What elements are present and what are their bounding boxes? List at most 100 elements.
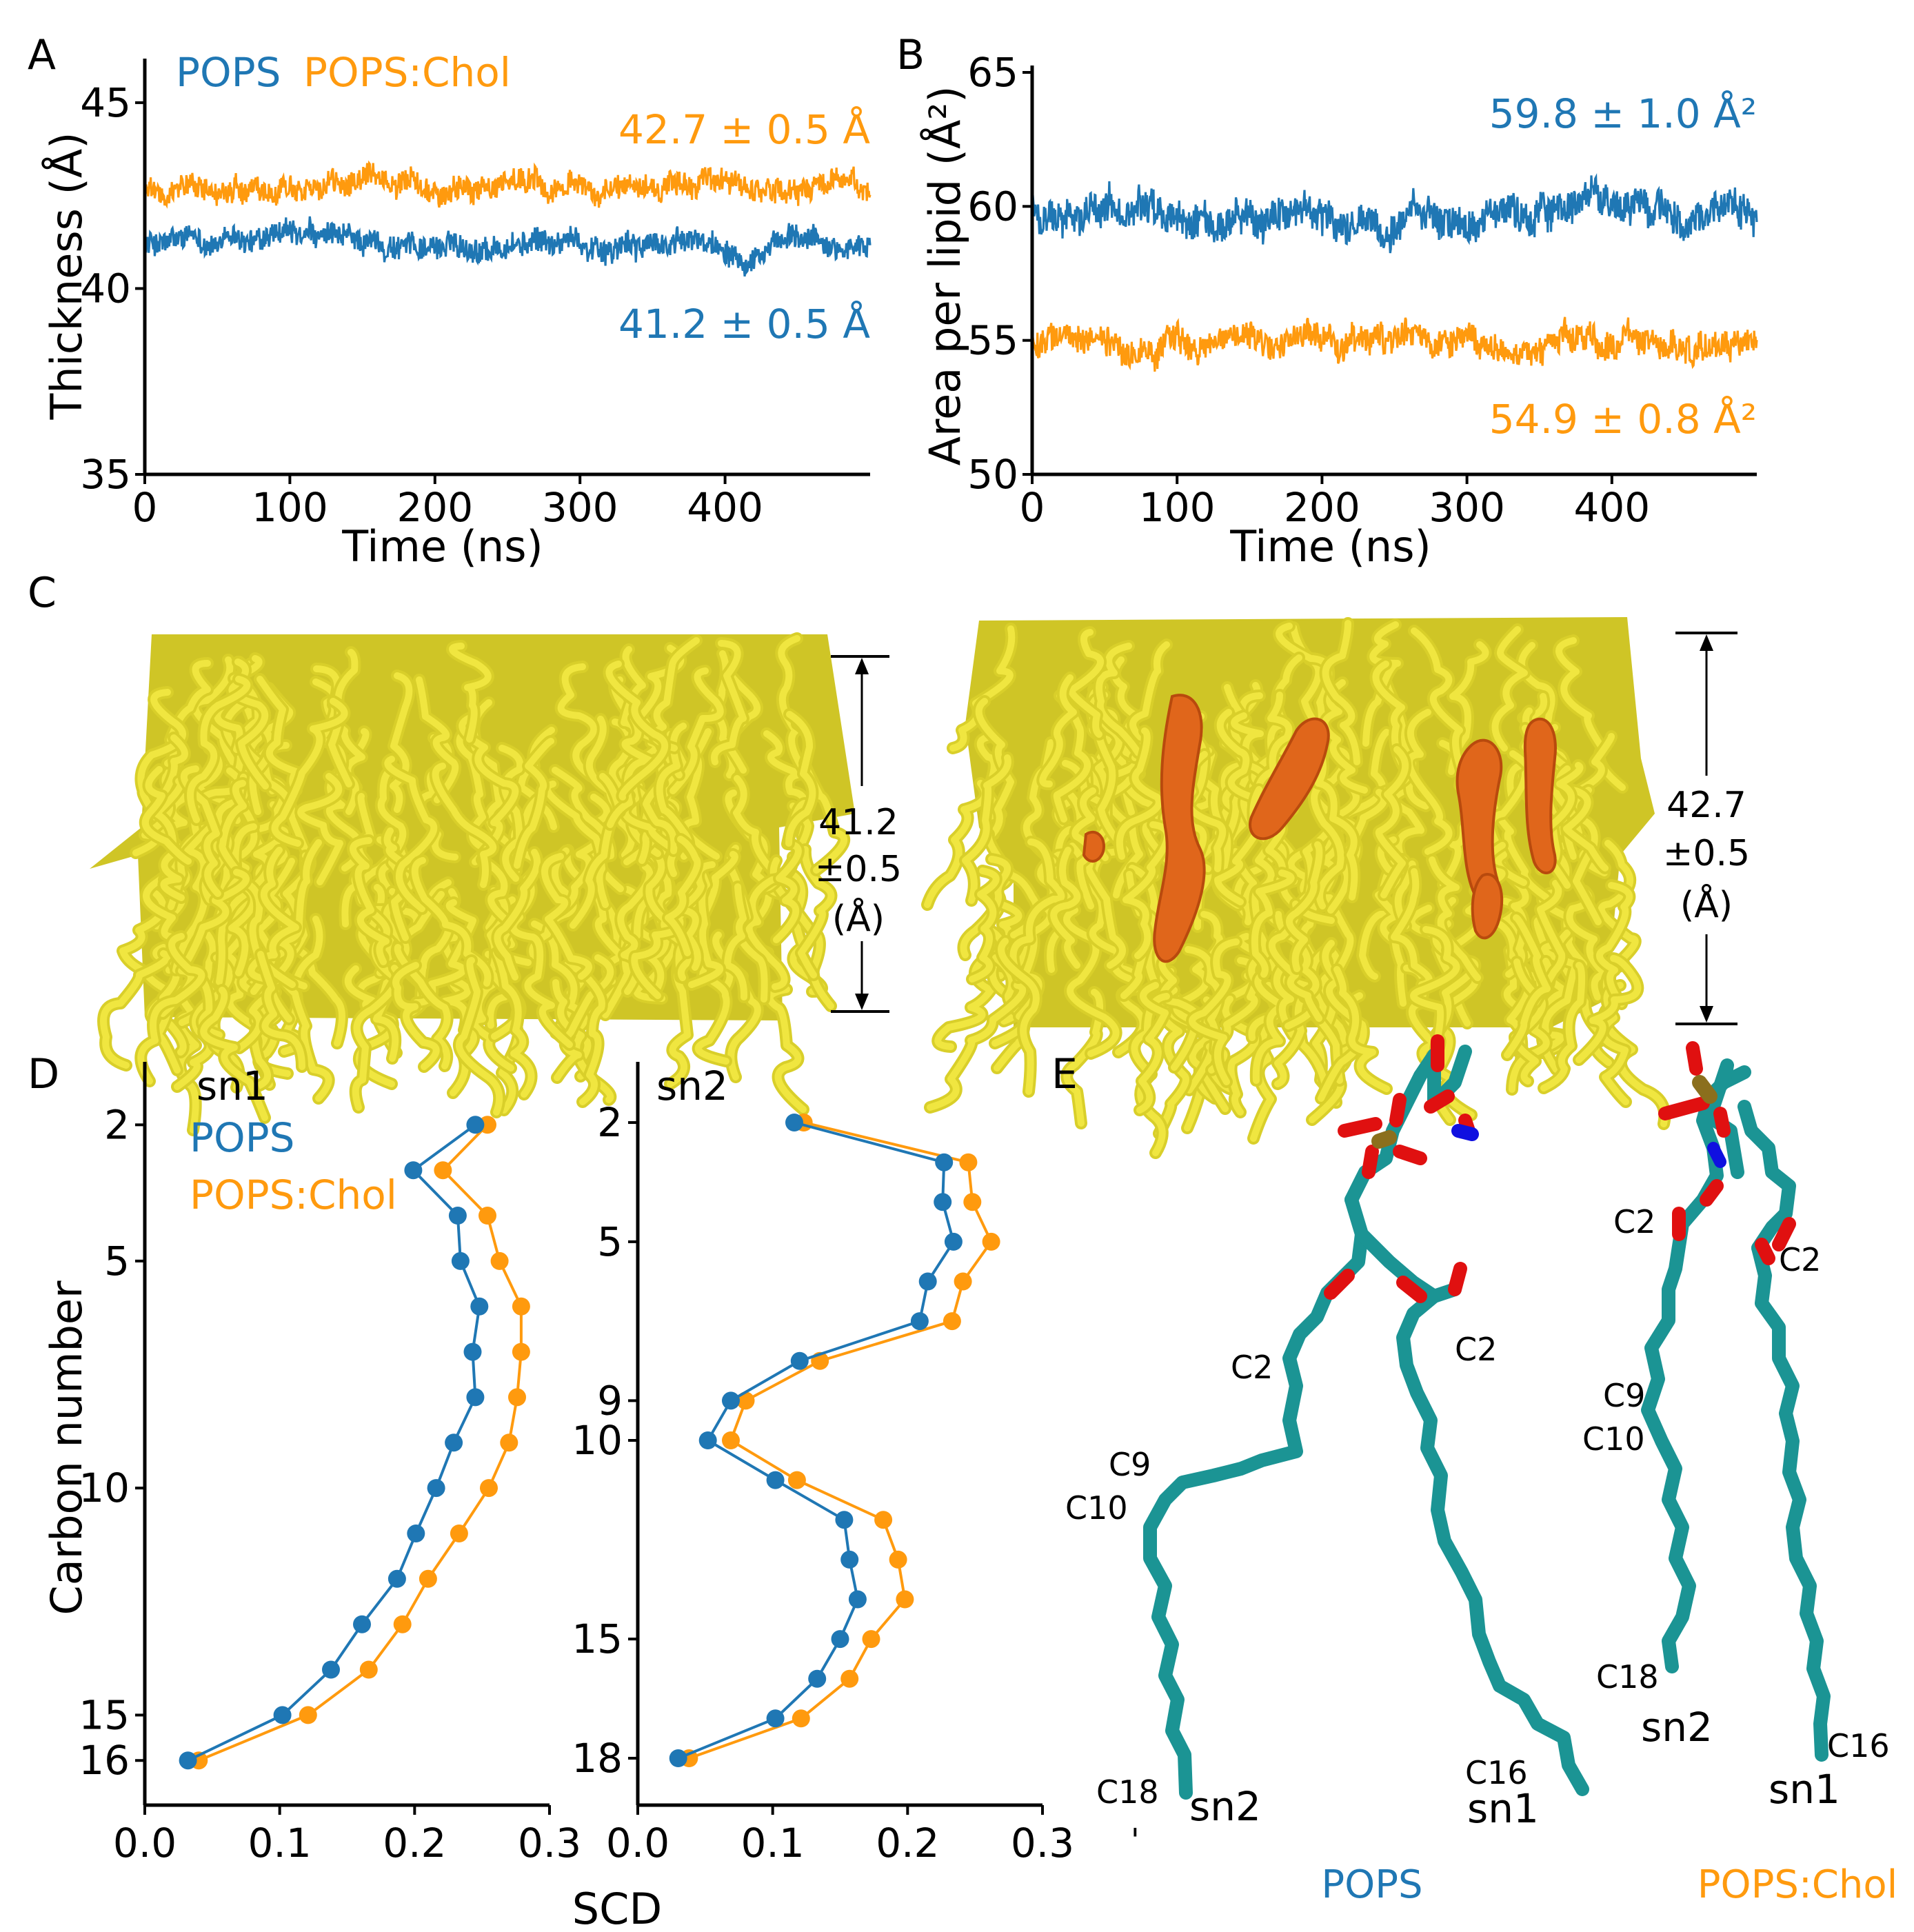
scd-point-pops-c12 xyxy=(387,1569,406,1588)
lipid-tail-highlight xyxy=(563,847,625,985)
x-tick-label: 300 xyxy=(542,484,618,531)
scd-line-pops-chol xyxy=(198,1123,523,1762)
dim-right-value: 42.7 xyxy=(1666,785,1746,826)
thickness-xlabel: Time (ns) xyxy=(341,521,543,572)
thickness-chol-annotation: 42.7 ± 0.5 Å xyxy=(618,105,870,153)
series-line-pops-chol xyxy=(143,160,872,209)
lipid-tail-highlight xyxy=(256,676,300,794)
scd-point-pops-chol-c11 xyxy=(787,1471,806,1489)
lipid-tail-highlight xyxy=(1322,620,1360,765)
scd-point-pops-chol-c6 xyxy=(954,1272,972,1291)
lipid-tail-highlight xyxy=(216,780,247,921)
lipid-tail-highlight xyxy=(1286,841,1323,972)
chol-c2-sn2-label: C2 xyxy=(1613,1203,1655,1240)
lipid-tail-highlight xyxy=(432,763,497,888)
lipid-tail-highlight xyxy=(785,711,816,847)
area-ylabel: Area per lipid (Å²) xyxy=(920,86,970,466)
x-tick-label: 200 xyxy=(1284,484,1360,531)
chol-c9-label: C9 xyxy=(1603,1377,1645,1414)
lipid-tail-highlight xyxy=(514,738,554,869)
lipid-tail-highlight xyxy=(665,836,701,956)
lipid-tail-highlight xyxy=(1406,709,1453,855)
scd-point-pops-chol-c7 xyxy=(943,1312,961,1331)
pops-c2-sn1-label: C2 xyxy=(1455,1331,1497,1368)
lipid-tail-highlight xyxy=(554,794,610,916)
scd-sn1-series xyxy=(179,1116,530,1770)
pops-chol-molecule: C2 C2 C9 C10 C18 C16 sn2 sn1 xyxy=(1582,1041,1890,1813)
panel-label-a: A xyxy=(28,31,56,79)
lipid-tail-highlight xyxy=(609,646,646,799)
scd-point-pops-c16 xyxy=(179,1751,197,1770)
area-axes: 0 100 200 300 400 50 55 60 65 xyxy=(967,49,1757,531)
scd-point-pops-c7 xyxy=(910,1312,929,1331)
dim-right-error: ±0.5 xyxy=(1663,833,1750,874)
scd-point-pops-c5 xyxy=(451,1251,470,1270)
lipid-tail-highlight xyxy=(1158,955,1202,1071)
panel-a: A POPS POPS:Chol 0 100 200 300 400 35 40 45 42.… xyxy=(28,31,872,572)
bilayer-pops-render xyxy=(90,632,855,1136)
scd-point-pops-c16 xyxy=(808,1669,827,1688)
scd-line-pops xyxy=(677,1121,956,1760)
panel-label-d: D xyxy=(28,1050,59,1098)
scd-point-pops-chol-c4 xyxy=(479,1207,496,1225)
scd-point-pops-chol-c8 xyxy=(508,1388,526,1407)
lipid-tail-highlight xyxy=(1136,982,1169,1114)
sn1-legend-pops: POPS xyxy=(190,1114,294,1161)
scd-point-pops-chol-c9 xyxy=(500,1433,518,1452)
lipid-tail-highlight xyxy=(1251,869,1295,978)
lipid-tail-highlight xyxy=(141,766,192,865)
x-tick-label: 400 xyxy=(1573,484,1650,531)
scd-point-pops-chol-c14 xyxy=(896,1590,914,1609)
lipid-tail-highlight xyxy=(1596,882,1633,1007)
scd-point-pops-c13 xyxy=(353,1615,371,1633)
y-tick-label: 18 xyxy=(572,1735,623,1782)
x-tick-label: 0.0 xyxy=(606,1820,669,1866)
lipid-tail-highlight xyxy=(356,765,407,905)
lipid-tail-highlight xyxy=(172,823,214,974)
lipid-tail-highlight xyxy=(541,853,592,980)
scd-point-pops-c9 xyxy=(722,1391,740,1410)
lipid-tail-highlight xyxy=(137,689,186,835)
lipid-tail-highlight xyxy=(1067,629,1104,738)
lipid-tail-highlight xyxy=(498,745,524,882)
legend-pops-chol: POPS:Chol xyxy=(303,49,511,96)
x-tick-label: 0 xyxy=(132,484,158,531)
scd-sn2-axes: 0.0 0.1 0.2 0.3 2 5 910 15 18 xyxy=(572,1062,1074,1866)
scd-point-pops-c5 xyxy=(944,1232,963,1251)
scd-point-pops-c10 xyxy=(698,1431,717,1449)
lipid-tail-highlight xyxy=(1504,914,1551,1058)
x-tick-label: 100 xyxy=(252,484,328,531)
scd-point-pops-c8 xyxy=(790,1351,809,1370)
lipid-tail-highlight xyxy=(1532,880,1566,1006)
scd-ylabel: Carbon number xyxy=(41,1280,92,1616)
pops-molecule: C2 C2 C9 C10 C18 C16 sn2 sn1 xyxy=(1065,1034,1589,1832)
thickness-series xyxy=(143,160,872,277)
lipid-tail-highlight xyxy=(1254,692,1293,799)
panel-c: C 41.2 ±0.5 (Å) xyxy=(28,569,1750,1159)
scd-point-pops-chol-c14 xyxy=(359,1660,378,1679)
x-tick-label: 0.0 xyxy=(113,1820,177,1866)
scd-point-pops-c15 xyxy=(831,1630,849,1649)
thickness-dimension-left: 41.2 ±0.5 (Å) xyxy=(815,655,902,1013)
y-tick-label: 10 xyxy=(572,1417,623,1464)
y-tick-label: 2 xyxy=(104,1101,130,1148)
lipid-tail-highlight xyxy=(557,663,598,780)
lipid-tail-highlight xyxy=(1189,938,1240,1085)
lipid-tail-highlight xyxy=(1315,748,1358,900)
x-tick-label: 300 xyxy=(1429,484,1505,531)
lipid-tail-highlight xyxy=(159,869,250,1017)
x-tick-label: 0.3 xyxy=(1011,1820,1074,1866)
lipid-tail-highlight xyxy=(384,756,438,912)
lipid-tail-highlight xyxy=(1599,982,1629,1105)
sn2-title: sn2 xyxy=(656,1063,728,1109)
lipid-tail-highlight xyxy=(455,957,503,1116)
cholesterol-2 xyxy=(1249,717,1330,841)
lipid-tail-highlight xyxy=(416,676,459,803)
y-tick-label: 10 xyxy=(79,1465,130,1511)
chol-c16-label: C16 xyxy=(1827,1727,1890,1764)
lipid-tail-highlight xyxy=(1362,621,1401,747)
scd-point-pops-c8 xyxy=(466,1388,485,1407)
y-tick-label: 35 xyxy=(80,451,131,498)
scd-sn2-series xyxy=(669,1114,1000,1767)
scd-point-pops-chol-c15 xyxy=(299,1706,317,1724)
